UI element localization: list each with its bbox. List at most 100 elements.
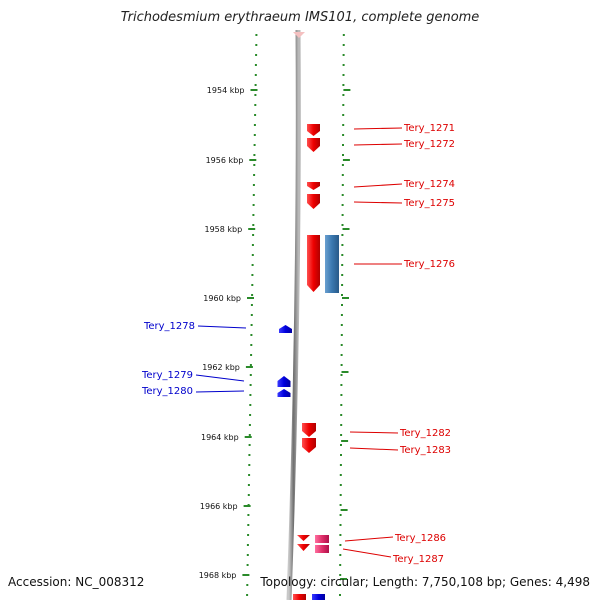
ruler-left-dot [252, 234, 255, 236]
ruler-right-dot [342, 154, 344, 156]
ruler-left-dot [250, 354, 253, 356]
gene-label-tery-1272[interactable]: Tery_1272 [403, 139, 455, 150]
ruler-left-dot [247, 534, 250, 536]
gene-tery-1272-shape[interactable] [307, 138, 320, 152]
ruler-right-dot [342, 134, 345, 136]
gene-label-tery-1275[interactable]: Tery_1275 [403, 198, 455, 209]
gene-tery-1287-shape[interactable] [297, 544, 310, 551]
ruler-left-dot [250, 334, 253, 336]
ruler-right-dot [340, 374, 343, 376]
ruler-right-dot [339, 524, 342, 526]
gene-tery-1287-pink-shape[interactable] [315, 545, 329, 553]
ruler-left-dot [249, 394, 252, 396]
ruler-right-dot [341, 214, 344, 216]
gene-label-tery-1274[interactable]: Tery_1274 [403, 179, 455, 190]
ruler-left-dot [249, 364, 252, 366]
gene-tery-1274-shape[interactable] [307, 182, 320, 190]
gene-label-tery-1280[interactable]: Tery_1280 [141, 386, 193, 397]
axis-ticks: 1954 kbp 1956 kbp 1958 kbp 1960 kbp 1962 kbp… [199, 86, 351, 580]
ruler-right-dot [342, 84, 345, 86]
axis-tick-mark [250, 89, 258, 91]
axis-tick-mark-right [340, 578, 348, 580]
gene-tery-1275-shape[interactable] [307, 194, 320, 209]
leader-tery-1283 [349, 447, 399, 451]
ruler-left-dot [249, 414, 252, 416]
ruler-left-dot [253, 174, 256, 176]
leader-tery-1286 [344, 536, 394, 542]
leader-tery-1280 [195, 390, 245, 393]
ruler-left-dot [246, 594, 249, 596]
ruler-right-dot [340, 434, 343, 436]
ruler-right-dot [342, 94, 345, 96]
axis-tick-label: 1964 kbp [201, 433, 239, 442]
ruler-right-dot [340, 414, 343, 416]
ruler-left-dot [253, 134, 256, 136]
leader-tery-1274 [353, 183, 403, 188]
ruler-left-dot [248, 464, 251, 466]
gene-tery-1282-shape[interactable] [302, 423, 316, 437]
ruler-left-dot [253, 144, 256, 146]
axis-tick-label: 1968 kbp [199, 571, 237, 580]
ruler-right-dot [339, 534, 342, 536]
gene-tery-1276-shape[interactable] [307, 235, 320, 292]
ruler-right-dot [339, 554, 342, 556]
ruler-left-dot [251, 294, 254, 296]
gene-tery-1271-shape[interactable] [307, 124, 320, 136]
ruler-right-dot [341, 254, 344, 256]
ruler-right-dot [340, 394, 343, 396]
axis-tick-mark [249, 159, 257, 161]
ruler-right-dot [339, 574, 342, 576]
ruler-left-dot [251, 254, 254, 256]
ruler-left-dot [252, 214, 255, 216]
gene-label-tery-1286[interactable]: Tery_1286 [394, 533, 446, 544]
gene-tery-1286-shape[interactable] [297, 535, 310, 541]
gene-tery-1279-shape[interactable] [277, 376, 291, 387]
gene-label-tery-1276[interactable]: Tery_1276 [403, 259, 455, 270]
gene-label-tery-1283[interactable]: Tery_1283 [399, 445, 451, 456]
gene-tery-1286-pink-shape[interactable] [315, 535, 329, 543]
ruler-right-dot [341, 284, 344, 286]
leader-tery-1287 [342, 548, 392, 558]
ruler-left-dot [254, 104, 257, 106]
gene-label-tery-1287[interactable]: Tery_1287 [392, 554, 444, 565]
gene-tery-1283-shape[interactable] [302, 438, 316, 453]
ruler-right-dot [339, 494, 342, 496]
axis-tick-mark-right [342, 297, 349, 299]
ruler-right-dot [342, 54, 345, 56]
ruler-left-dot [250, 344, 253, 346]
ruler-right-dot [341, 234, 344, 236]
axis-tick-mark [248, 228, 256, 230]
ruler-left-dot [249, 404, 252, 406]
ruler-right-dot [340, 334, 343, 336]
gene-label-tery-1278[interactable]: Tery_1278 [143, 321, 195, 332]
ruler-right-dot [342, 74, 345, 76]
genome-backbone [286, 29, 301, 600]
axis-tick-mark [245, 366, 253, 368]
gene-label-tery-1282[interactable]: Tery_1282 [399, 428, 451, 439]
ruler-right-dot [342, 114, 345, 116]
ruler-left-dot [246, 544, 249, 546]
gene-label-tery-1279[interactable]: Tery_1279 [141, 370, 193, 381]
ruler-right-dot [342, 64, 345, 66]
axis-tick-mark-right [343, 89, 351, 91]
ruler-right-dot [341, 194, 344, 196]
axis-tick-label: 1954 kbp [207, 86, 245, 95]
axis-tick-label: 1962 kbp [202, 363, 240, 372]
ruler-right-dot [340, 364, 343, 366]
ruler-left-dot [253, 124, 256, 126]
ruler-right-dot [342, 144, 344, 146]
gene-tery-1278-shape[interactable] [279, 325, 292, 333]
ruler-left-dot [253, 154, 256, 156]
ruler-right-dot [340, 444, 342, 446]
ruler-right-dot [341, 294, 343, 296]
ruler-left-dot [248, 454, 251, 456]
page-title: Trichodesmium erythraeum IMS101, complet… [120, 10, 480, 25]
ruler-right-dot [340, 384, 343, 386]
gene-tery-1280-shape[interactable] [277, 389, 291, 397]
gene-tery-1276-rna-shape[interactable] [325, 235, 339, 293]
ruler-right-dot [339, 514, 342, 516]
axis-tick-label: 1956 kbp [206, 156, 244, 165]
accession-text: Accession: NC_008312 [8, 575, 145, 589]
gene-label-tery-1271[interactable]: Tery_1271 [403, 123, 455, 134]
